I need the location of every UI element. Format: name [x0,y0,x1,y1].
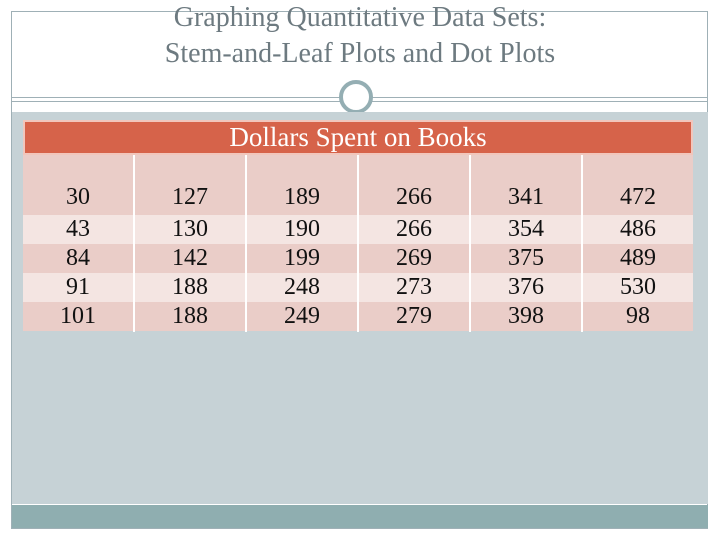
title-line-1: Graphing Quantitative Data Sets: [173,2,547,33]
table-cell: 189 [247,155,357,215]
slide-title: Graphing Quantitative Data Sets: Stem-an… [12,0,708,96]
table-cell: 341 [471,155,581,215]
table-column: 341 354 375 376 398 [469,155,581,332]
table-cell: 127 [135,155,245,215]
table-body: 30 43 84 91 101 127 130 142 188 188 189 190 199 248 24… [23,155,693,332]
table-cell: 30 [23,155,133,215]
table-cell: 101 [23,302,133,331]
table-cell: 199 [247,244,357,273]
table-cell: 248 [247,273,357,302]
table-cell: 489 [583,244,693,273]
table-column: 472 486 489 530 98 [581,155,693,332]
table-cell: 279 [359,302,469,331]
table-column: 189 190 199 248 249 [245,155,357,332]
table-cell: 486 [583,215,693,244]
table-cell: 266 [359,215,469,244]
data-table: Dollars Spent on Books 30 43 84 91 101 127 130… [23,120,693,332]
footer-bar [12,505,708,528]
table-cell: 188 [135,273,245,302]
table-cell: 398 [471,302,581,331]
table-cell: 376 [471,273,581,302]
table-cell: 530 [583,273,693,302]
circle-ornament-icon [339,80,373,114]
table-cell: 266 [359,155,469,215]
table-cell: 354 [471,215,581,244]
table-cell: 91 [23,273,133,302]
table-cell: 249 [247,302,357,331]
table-cell: 273 [359,273,469,302]
table-cell: 269 [359,244,469,273]
table-column: 266 266 269 273 279 [357,155,469,332]
table-cell: 142 [135,244,245,273]
table-cell: 472 [583,155,693,215]
table-cell: 98 [583,302,693,331]
table-cell: 375 [471,244,581,273]
table-cell: 43 [23,215,133,244]
table-cell: 130 [135,215,245,244]
table-cell: 188 [135,302,245,331]
table-cell: 190 [247,215,357,244]
table-column: 30 43 84 91 101 [23,155,133,332]
title-line-2: Stem-and-Leaf Plots and Dot Plots [164,38,556,69]
table-cell: 84 [23,244,133,273]
table-header: Dollars Spent on Books [23,120,693,155]
table-column: 127 130 142 188 188 [133,155,245,332]
